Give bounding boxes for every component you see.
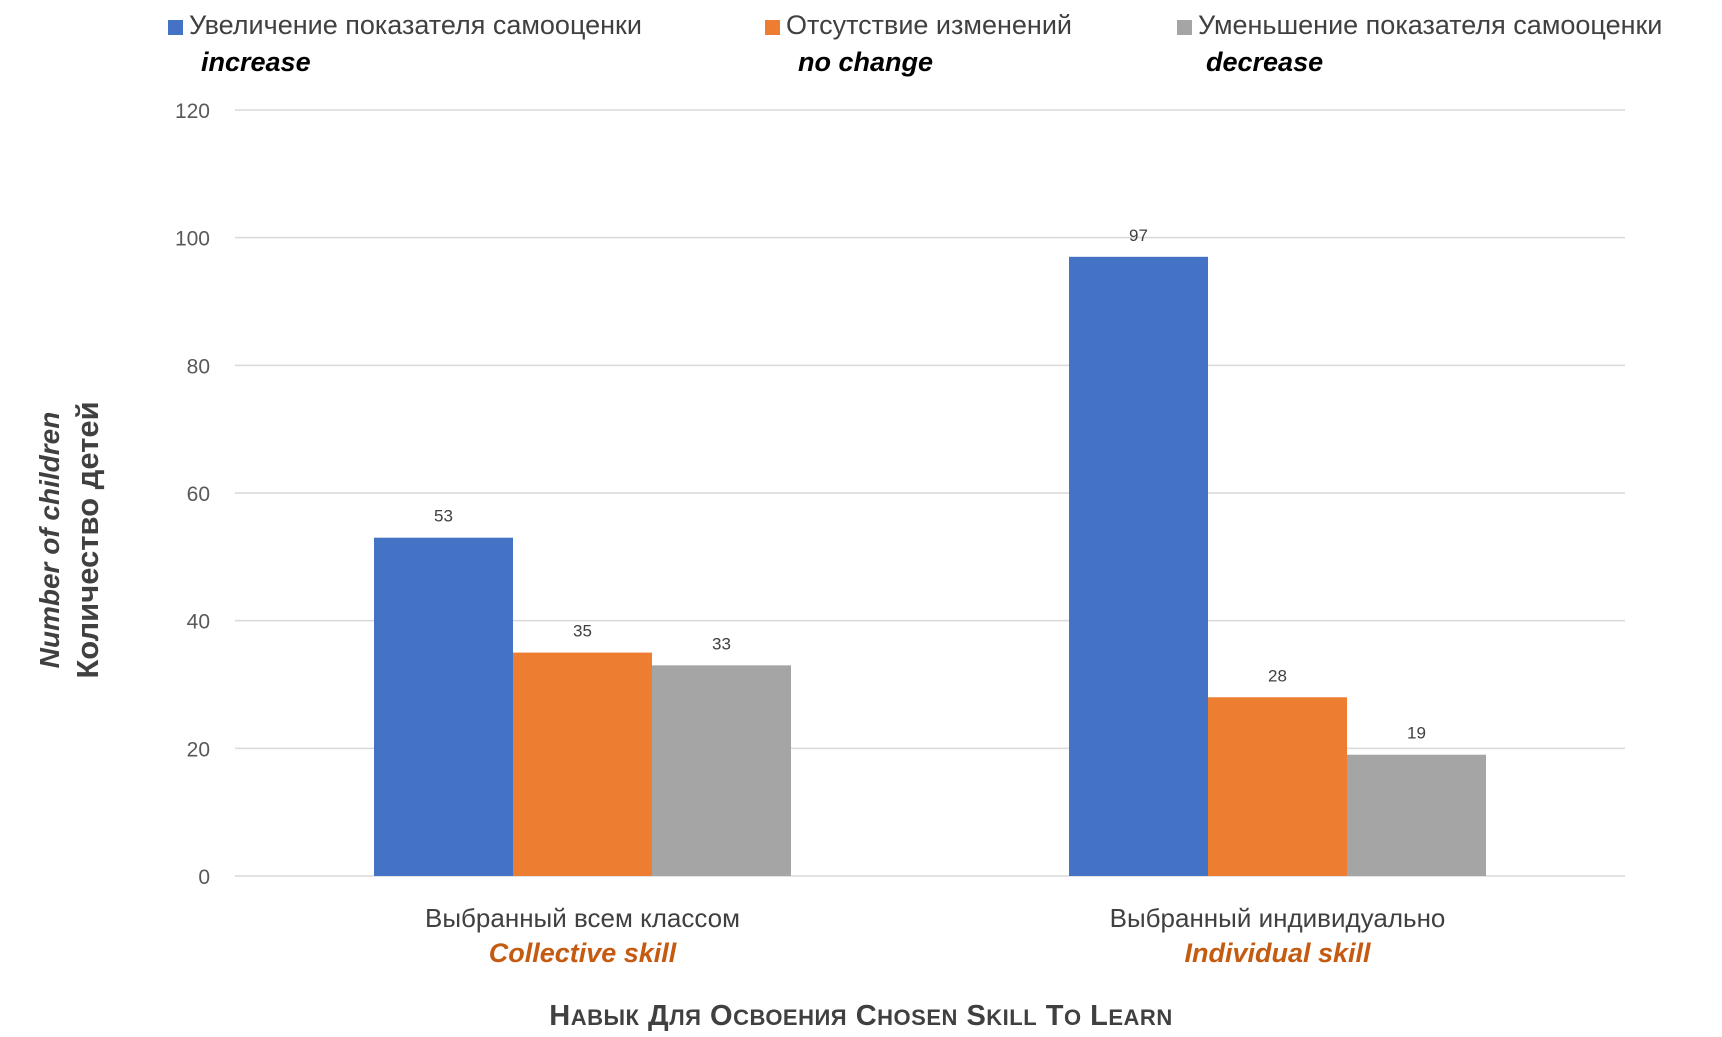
y-tick-label: 40 [187,611,210,634]
x-axis-title: НАВЫК ДЛЯ ОСВОЕНИЯ CHOSEN SKILL TO LEARN [549,1000,1173,1032]
y-tick-label: 80 [187,355,210,378]
legend-label-no-change-en: no change [798,47,934,77]
y-tick-label: 20 [187,738,210,761]
x-category-subtitle: Individual skill [1184,938,1371,968]
data-label: 33 [712,634,731,653]
bar-increase-2 [1069,256,1208,877]
y-axis-ticks: 0 20 40 60 80 100 120 [175,100,210,889]
y-tick-label: 0 [198,866,210,889]
bar-decrease-1 [652,665,791,876]
legend-label-decrease-en: decrease [1206,47,1324,77]
data-labels: 53 35 33 97 28 19 [434,226,1426,743]
data-label: 35 [573,622,592,641]
data-label: 28 [1268,666,1287,685]
bar-no-change-2 [1208,697,1347,876]
legend-label-increase-en: increase [201,47,311,77]
legend-label-increase: Увеличение показателя самооценки [189,10,642,40]
x-category-label: Выбранный индивидуально [1110,903,1446,933]
data-label: 19 [1407,724,1426,743]
y-tick-label: 60 [187,483,210,506]
bar-decrease-2 [1347,754,1486,876]
bar-no-change-1 [513,652,652,876]
bars [374,256,1486,877]
data-label: 97 [1129,226,1148,245]
legend-item-increase[interactable]: Увеличение показателя самооценки increas… [168,10,642,78]
legend-label-no-change: Отсутствие изменений [786,10,1072,40]
y-tick-label: 100 [175,228,210,251]
y-tick-label: 120 [175,100,210,123]
y-axis-title-ru: Количество детей [70,401,105,679]
legend: Увеличение показателя самооценки increas… [0,10,1722,80]
bar-increase-1 [374,537,513,876]
legend-swatch-increase [168,20,183,36]
data-label: 53 [434,507,453,526]
y-axis-title-en: Number of children [34,411,65,669]
x-category-subtitle: Collective skill [489,938,677,968]
legend-item-decrease[interactable]: Уменьшение показателя самооценки decreas… [1177,10,1662,78]
y-axis-title: Number of children Количество детей [20,350,120,730]
legend-swatch-decrease [1177,20,1192,36]
legend-swatch-no-change [765,20,780,36]
x-category-label: Выбранный всем классом [425,903,740,933]
x-axis-categories: Выбранный всем классом Collective skill Вы… [425,903,1445,968]
legend-item-no-change[interactable]: Отсутствие изменений no change [765,10,1072,78]
legend-label-decrease: Уменьшение показателя самооценки [1198,10,1663,40]
